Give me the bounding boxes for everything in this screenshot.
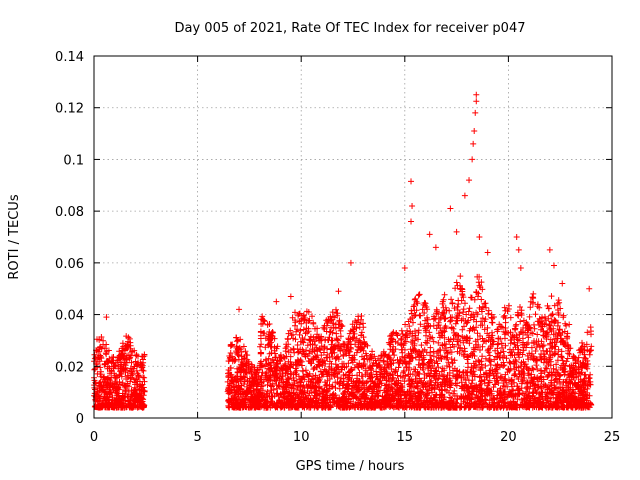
x-tick-label: 15 (397, 430, 414, 445)
roti-outlier-point (476, 234, 483, 240)
roti-outlier-point (408, 178, 415, 185)
grid-layer (94, 56, 612, 418)
roti-outlier-point (236, 306, 243, 313)
roti-outlier-point (473, 91, 480, 98)
tick-marks (93, 55, 613, 419)
y-tick-labels: 0 0.02 0.04 0.06 0.08 0.1 0.12 0.14 (55, 50, 84, 427)
roti-outlier-point (103, 314, 110, 321)
roti-outlier-point (432, 244, 439, 251)
roti-outlier-point (466, 177, 473, 184)
roti-outlier-point (401, 265, 408, 272)
roti-outlier-point (517, 265, 524, 272)
plot-area-frame (93, 55, 613, 419)
chart-title: Day 005 of 2021, Rate Of TEC Index for r… (175, 21, 526, 36)
roti-outlier-point (470, 140, 477, 147)
roti-outlier-point (287, 293, 294, 300)
roti-outlier-point (469, 156, 476, 163)
roti-outlier-point (484, 249, 491, 256)
roti-outlier-point (471, 127, 478, 134)
x-tick-labels: 0 5 10 15 20 25 (90, 430, 620, 445)
roti-outlier-point (453, 228, 460, 235)
roti-outlier-point (426, 231, 433, 238)
y-axis-label: ROTI / TECUs (7, 194, 22, 279)
roti-outlier-point (447, 205, 454, 212)
x-tick-label: 25 (604, 430, 621, 445)
roti-outlier-point (472, 109, 479, 116)
y-tick-label: 0.02 (55, 360, 84, 375)
roti-outlier-point (530, 290, 537, 297)
roti-outlier-point (347, 259, 354, 266)
roti-outlier-point (273, 298, 280, 305)
y-tick-label: 0.1 (63, 153, 84, 168)
y-tick-label: 0.08 (55, 205, 84, 220)
roti-outlier-point (408, 218, 415, 225)
roti-outlier-point (461, 192, 468, 199)
roti-outlier-point (515, 246, 522, 253)
x-tick-label: 10 (293, 430, 310, 445)
roti-outlier-point (546, 246, 553, 253)
x-tick-label: 5 (193, 430, 201, 445)
roti-point-cloud (91, 273, 595, 411)
y-tick-label: 0 (76, 412, 84, 427)
roti-outlier-point (409, 202, 416, 209)
roti-outlier-point (559, 280, 566, 287)
roti-outlier-point (513, 234, 520, 240)
roti-outlier-point (550, 262, 557, 269)
y-tick-label: 0.12 (55, 102, 84, 117)
x-tick-label: 0 (90, 430, 98, 445)
roti-outlier-point (586, 285, 593, 292)
roti-outlier-point (473, 98, 480, 105)
y-tick-label: 0.04 (55, 309, 84, 324)
x-axis-label: GPS time / hours (296, 459, 405, 474)
y-tick-label: 0.06 (55, 257, 84, 272)
x-tick-label: 20 (500, 430, 517, 445)
y-tick-label: 0.14 (55, 50, 84, 65)
roti-outlier-point (335, 288, 342, 295)
data-points (91, 91, 595, 411)
